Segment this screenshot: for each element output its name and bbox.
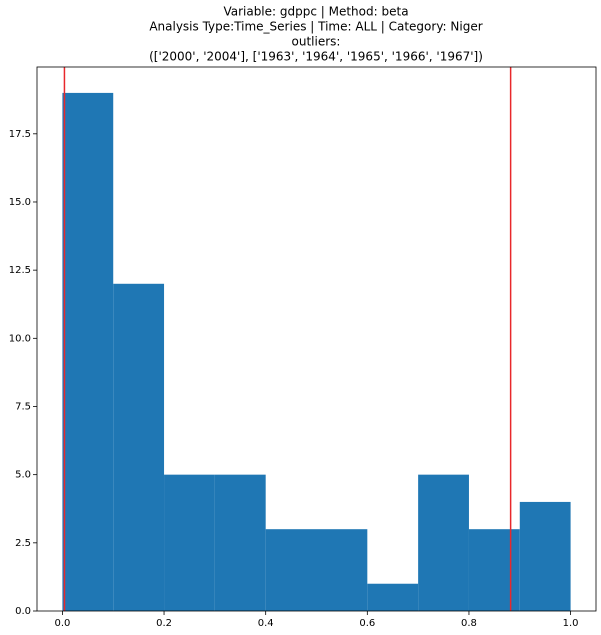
y-tick-label: 10.0 (9, 333, 31, 344)
bar (367, 583, 419, 611)
y-tick-label: 5.0 (15, 470, 31, 481)
plot-frame (36, 66, 597, 612)
bar (62, 92, 114, 611)
y-tick-label: 7.5 (15, 401, 31, 412)
chart-title: outliers: (292, 35, 341, 49)
bar (418, 474, 469, 611)
chart-title: Variable: gdppc | Method: beta (223, 5, 408, 19)
bar (519, 501, 571, 611)
y-tick-label: 17.5 (9, 129, 31, 140)
bar (265, 529, 317, 611)
y-tick-label: 2.5 (15, 538, 31, 549)
chart-title: Analysis Type:Time_Series | Time: ALL | … (149, 20, 482, 34)
y-tick-label: 12.5 (9, 265, 31, 276)
bar (316, 529, 368, 611)
bar (164, 474, 215, 611)
x-tick-label: 0.2 (156, 618, 172, 629)
x-tick-label: 0.8 (461, 618, 477, 629)
x-tick-label: 0.6 (359, 618, 375, 629)
x-tick-label: 0.4 (258, 618, 274, 629)
x-tick-label: 1.0 (563, 618, 579, 629)
chart-title: (['2000', '2004'], ['1963', '1964', '196… (149, 50, 483, 64)
bar (113, 283, 165, 611)
bar (214, 474, 266, 611)
x-tick-label: 0.0 (54, 618, 70, 629)
y-tick-label: 0.0 (15, 606, 31, 617)
y-tick-label: 15.0 (9, 197, 31, 208)
bar (468, 529, 520, 611)
